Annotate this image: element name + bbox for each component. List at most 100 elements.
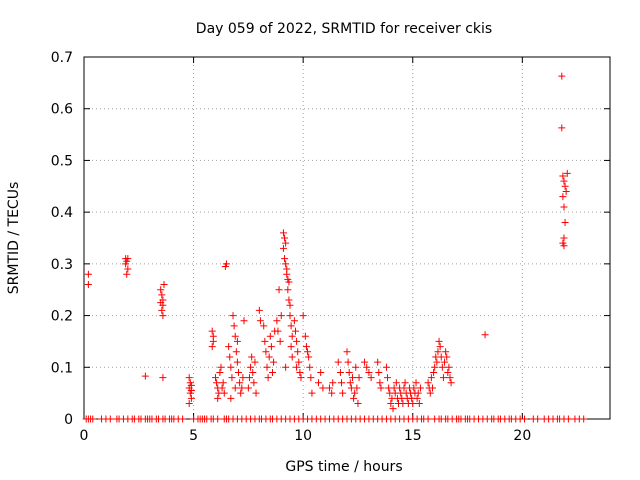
data-point	[346, 379, 354, 387]
data-point	[230, 322, 238, 330]
data-point	[185, 374, 193, 382]
data-point	[306, 363, 314, 371]
data-point	[307, 374, 315, 382]
data-point	[286, 312, 294, 320]
data-point	[376, 379, 384, 387]
data-point	[424, 379, 432, 387]
data-point	[355, 374, 363, 382]
data-point	[445, 363, 453, 371]
data-point	[273, 317, 281, 325]
data-point	[239, 374, 247, 382]
data-point	[308, 389, 316, 397]
data-point	[382, 363, 390, 371]
data-point	[424, 415, 432, 423]
data-point	[222, 260, 230, 268]
data-point	[409, 399, 417, 407]
y-tick-label: 0.2	[51, 309, 73, 325]
data-point	[284, 286, 292, 294]
data-point	[365, 368, 373, 376]
data-point	[286, 301, 294, 309]
data-point	[282, 260, 290, 268]
data-point	[244, 384, 252, 392]
data-point	[227, 394, 235, 402]
data-point	[227, 363, 235, 371]
data-point	[219, 379, 227, 387]
data-point	[384, 374, 392, 382]
data-point	[225, 343, 233, 351]
data-point	[270, 358, 278, 366]
data-point	[159, 374, 167, 382]
data-point	[236, 379, 244, 387]
data-point	[560, 203, 568, 211]
data-point	[433, 358, 441, 366]
y-tick-label: 0.7	[51, 50, 73, 66]
data-point	[231, 384, 239, 392]
data-point	[561, 218, 569, 226]
data-point	[217, 363, 225, 371]
data-point	[416, 384, 424, 392]
data-point	[275, 286, 283, 294]
data-point	[262, 348, 270, 356]
data-point	[561, 182, 569, 190]
axis-ticks: 0 5 10 15 20 0 0.1 0.2 0.3 0.4 0.5 0.6 0.7	[51, 50, 610, 444]
y-tick-label: 0.4	[51, 205, 73, 221]
data-point	[336, 368, 344, 376]
data-point	[288, 332, 296, 340]
data-point	[247, 363, 255, 371]
data-point	[231, 332, 239, 340]
data-point	[334, 358, 342, 366]
data-point	[84, 270, 92, 278]
data-point	[226, 353, 234, 361]
data-point	[564, 415, 572, 423]
grid-lines	[84, 57, 610, 419]
plot-frame	[83, 56, 611, 420]
y-tick-label: 0	[64, 412, 73, 428]
data-point	[375, 368, 383, 376]
data-point	[559, 193, 567, 201]
data-point	[266, 332, 274, 340]
data-point	[295, 358, 303, 366]
data-point	[260, 322, 268, 330]
y-tick-label: 0.1	[51, 360, 73, 376]
data-point	[344, 358, 352, 366]
y-tick-label: 0.5	[51, 153, 73, 169]
data-point	[446, 374, 454, 382]
data-point	[559, 172, 567, 180]
data-point	[414, 389, 422, 397]
data-point	[220, 389, 228, 397]
data-point	[560, 242, 568, 250]
data-point	[345, 368, 353, 376]
data-point	[348, 374, 356, 382]
data-point	[534, 415, 542, 423]
x-tick-label: 15	[404, 428, 422, 444]
data-point	[264, 374, 272, 382]
data-point	[443, 353, 451, 361]
data-point	[430, 368, 438, 376]
data-point	[185, 399, 193, 407]
data-point	[157, 286, 165, 294]
data-point	[354, 399, 362, 407]
data-point	[237, 389, 245, 397]
data-point	[293, 337, 301, 345]
data-point	[212, 374, 219, 382]
data-point	[251, 358, 259, 366]
data-point	[229, 312, 237, 320]
data-point	[434, 348, 442, 356]
data-point	[377, 384, 385, 392]
data-point	[291, 327, 299, 335]
data-point	[240, 317, 248, 325]
data-point	[558, 124, 566, 132]
data-point	[439, 374, 447, 382]
data-point	[249, 368, 257, 376]
data-point	[580, 415, 588, 423]
data-point	[560, 177, 568, 185]
data-point	[410, 384, 418, 392]
data-point	[562, 187, 570, 195]
data-point	[427, 374, 435, 382]
data-point	[285, 296, 293, 304]
data-point	[325, 384, 333, 392]
data-point	[84, 281, 92, 289]
data-point	[106, 415, 114, 423]
data-point	[208, 343, 216, 351]
